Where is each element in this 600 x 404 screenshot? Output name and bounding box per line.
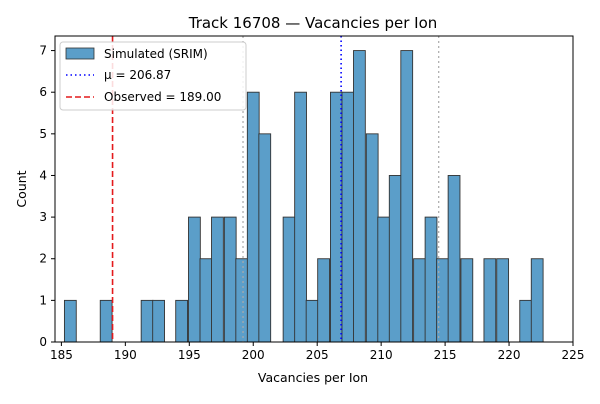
histogram-bar <box>99 299 113 343</box>
y-axis-label: Count <box>14 170 29 207</box>
histogram-bar <box>199 258 213 343</box>
histogram-bar <box>294 91 307 343</box>
histogram-bar <box>152 299 165 343</box>
histogram-bar <box>447 175 461 343</box>
histogram-bar <box>353 50 366 343</box>
histogram-bar <box>235 258 249 343</box>
histogram-bar <box>341 91 355 343</box>
y-tick-label: 2 <box>39 252 47 266</box>
x-tick-label: 200 <box>242 348 265 362</box>
y-tick-label: 4 <box>39 168 47 182</box>
legend-box <box>59 41 247 111</box>
y-tick-label: 1 <box>39 293 47 307</box>
histogram-bar <box>483 258 497 343</box>
histogram-bar <box>530 258 544 343</box>
legend-label-observed: Observed = 189.00 <box>104 90 221 104</box>
histogram-bar <box>175 299 188 343</box>
histogram-bar <box>223 216 237 343</box>
x-tick-label: 185 <box>50 348 73 362</box>
x-tick-label: 195 <box>178 348 201 362</box>
histogram-bar <box>246 91 260 343</box>
y-axis-ticks: 0 1 2 3 4 5 6 7 <box>39 44 55 349</box>
x-axis-label: Vacancies per Ion <box>258 370 368 385</box>
histogram-bar <box>63 299 77 343</box>
y-tick-label: 6 <box>39 85 47 99</box>
y-tick-label: 5 <box>39 127 47 141</box>
x-tick-label: 210 <box>370 348 393 362</box>
y-tick-label: 0 <box>39 335 47 349</box>
x-tick-label: 225 <box>562 348 585 362</box>
bars-group <box>63 50 544 343</box>
histogram-bar <box>188 216 201 343</box>
histogram-bar <box>377 216 391 343</box>
histogram-bar <box>460 258 474 343</box>
histogram-bar <box>496 258 510 343</box>
histogram-bar <box>317 258 330 343</box>
histogram-bar <box>519 299 533 343</box>
x-axis-ticks: 185 190 195 200 205 210 215 220 225 <box>50 342 585 362</box>
histogram-bar <box>400 50 414 343</box>
histogram-bar <box>258 133 272 343</box>
y-tick-label: 7 <box>39 44 47 58</box>
histogram-bar <box>211 216 224 343</box>
histogram-bar <box>388 175 402 343</box>
chart-title: Track 16708 — Vacancies per Ion <box>188 14 438 32</box>
legend-label-mean: μ = 206.87 <box>104 68 171 82</box>
x-tick-label: 220 <box>498 348 521 362</box>
histogram-bar <box>365 133 379 343</box>
y-tick-label: 3 <box>39 210 47 224</box>
legend-label-simulated: Simulated (SRIM) <box>104 47 208 61</box>
plot-frame <box>54 35 574 343</box>
histogram-bar <box>305 299 319 343</box>
x-tick-label: 205 <box>306 348 329 362</box>
x-tick-label: 215 <box>434 348 457 362</box>
x-tick-label: 190 <box>114 348 137 362</box>
histogram-bar <box>424 216 438 343</box>
histogram-bar <box>140 299 154 343</box>
histogram-bar <box>413 258 426 343</box>
legend-swatch-simulated <box>65 47 95 60</box>
legend: Simulated (SRIM) μ = 206.87 Observed = 1… <box>59 41 247 111</box>
histogram-bar <box>282 216 296 343</box>
